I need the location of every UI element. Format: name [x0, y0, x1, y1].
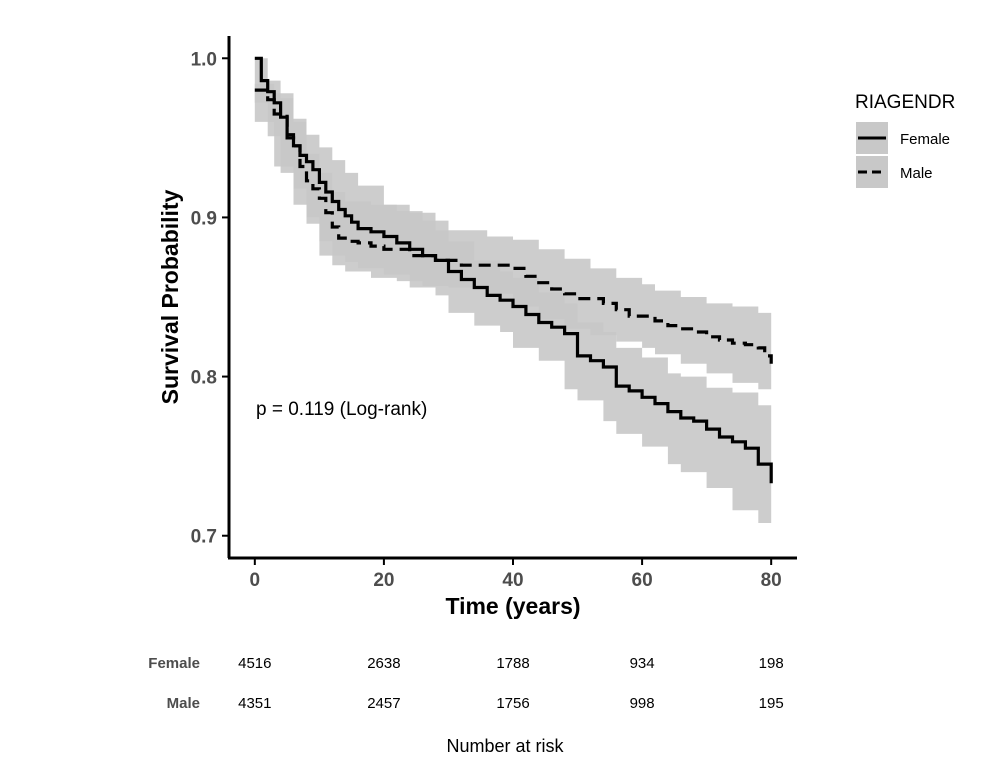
survival-curves: [254, 56, 773, 484]
legend-label-female: Female: [900, 131, 950, 148]
risk-cell-female: 934: [630, 655, 655, 672]
y-tick-label: 0.8: [191, 368, 217, 389]
risk-table-title: Number at risk: [446, 736, 564, 756]
legend: RIAGENDR Female Male: [855, 92, 955, 188]
y-ticks: 0.7 0.8 0.9 1.0: [191, 49, 229, 548]
x-ticks: 0 20 40 60 80: [250, 558, 782, 591]
y-tick-label: 0.7: [191, 527, 217, 548]
y-axis-title: Survival Probability: [157, 189, 183, 404]
x-tick-label: 60: [632, 570, 653, 591]
p-value-annotation: p = 0.119 (Log-rank): [256, 399, 427, 420]
survival-curve-female: [254, 56, 773, 484]
legend-title: RIAGENDR: [855, 92, 955, 113]
risk-cell-male: 1756: [496, 695, 529, 712]
x-tick-label: 0: [250, 570, 261, 591]
risk-row-label-female: Female: [148, 655, 200, 672]
survival-curve-male: [254, 88, 773, 364]
x-axis-title: Time (years): [445, 593, 580, 619]
risk-cell-female: 4516: [238, 655, 271, 672]
confidence-bands: [254, 58, 772, 524]
confidence-band-male: [254, 83, 772, 390]
risk-cell-female: 198: [759, 655, 784, 672]
x-tick-label: 40: [502, 570, 523, 591]
risk-table: Female Male 4516 2638 1788 934 198 4351 2457 17…: [148, 655, 783, 756]
risk-row-label-male: Male: [167, 695, 200, 712]
legend-label-male: Male: [900, 165, 933, 182]
risk-cell-female: 2638: [367, 655, 400, 672]
risk-cells: 4516 2638 1788 934 198 4351 2457 1756 998 195: [238, 655, 784, 712]
y-tick-label: 1.0: [191, 49, 217, 70]
risk-cell-female: 1788: [496, 655, 529, 672]
y-tick-label: 0.9: [191, 208, 217, 229]
x-tick-label: 20: [373, 570, 394, 591]
risk-cell-male: 195: [759, 695, 784, 712]
x-tick-label: 80: [761, 570, 782, 591]
risk-cell-male: 2457: [367, 695, 400, 712]
risk-cell-male: 998: [630, 695, 655, 712]
risk-cell-male: 4351: [238, 695, 271, 712]
